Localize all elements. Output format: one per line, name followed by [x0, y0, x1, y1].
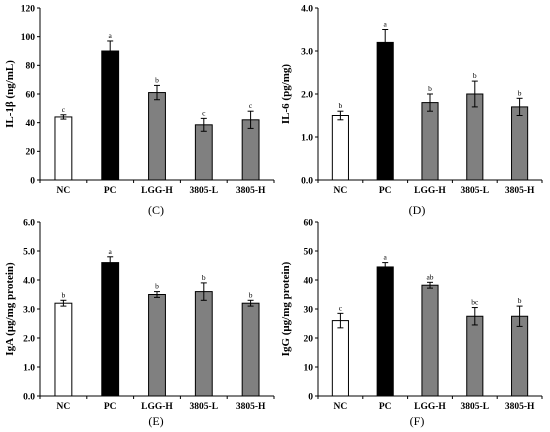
significance-letter: b [202, 273, 206, 282]
panel-label: (F) [410, 414, 425, 428]
significance-letter: b [62, 290, 66, 299]
x-category-label: 3805-L [461, 402, 490, 412]
y-tick-label: 5.0 [23, 247, 35, 257]
y-tick-label: 40 [26, 119, 36, 129]
x-category-label: 3805-L [190, 402, 219, 412]
x-category-label: NC [334, 402, 348, 412]
y-tick-label: 50 [304, 247, 314, 257]
bar-pc [376, 41, 394, 181]
y-axis-title: IgG (μg/mg protein) [280, 261, 292, 356]
x-category-label: PC [104, 402, 117, 412]
bar-nc [54, 116, 73, 181]
x-category-label: PC [379, 186, 392, 196]
y-tick-label: 20 [304, 334, 314, 344]
panel-label: (D) [409, 203, 426, 217]
significance-letter: a [109, 247, 113, 256]
x-category-label: NC [57, 186, 71, 196]
chart-panel-c: 0 20 40 60 80 100 120 c NC a PC b LGG-H c 3805-L c 3805-… [4, 4, 275, 217]
bar-nc [331, 115, 349, 181]
chart-panel-d: 0.0 1.0 2.0 3.0 4.0 b NC a PC b LGG-H b 3805-L b 3805-… [280, 4, 543, 217]
y-tick-label: 60 [26, 90, 36, 100]
y-axis-title: IgA (μg/mg protein) [4, 262, 16, 356]
bar-3805-h [241, 302, 260, 397]
bar-pc [101, 262, 120, 397]
y-tick-label: 2.0 [23, 334, 35, 344]
bar-pc [376, 266, 394, 397]
significance-letter: c [202, 108, 206, 117]
y-tick-label: 6.0 [23, 218, 35, 228]
y-tick-label: 0.0 [23, 392, 35, 402]
y-tick-label: 0 [308, 392, 313, 402]
x-category-label: 3805-H [236, 402, 266, 412]
x-category-label: LGG-H [414, 186, 446, 196]
significance-letter: b [428, 84, 432, 93]
x-category-label: LGG-H [414, 402, 446, 412]
significance-letter: b [518, 88, 522, 97]
bar-lgg-h [421, 284, 439, 397]
chart-panel-f: 0 10 20 30 40 50 60 c NC a PC ab LGG-H bc 3805-L b 3805-… [280, 218, 543, 428]
bar-3805-l [194, 291, 213, 397]
y-axis-title: IL-6 (pg/mg) [280, 64, 292, 125]
significance-letter: b [473, 71, 477, 80]
significance-letter: c [339, 303, 343, 312]
bar-3805-l [466, 315, 484, 397]
bar-nc [331, 320, 349, 397]
significance-letter: a [384, 253, 388, 262]
y-tick-label: 3.0 [301, 47, 313, 57]
y-tick-label: 1.0 [301, 133, 313, 143]
y-tick-label: 0 [30, 176, 35, 186]
panel-label: (E) [148, 414, 163, 428]
y-tick-label: 40 [304, 276, 314, 286]
significance-letter: a [384, 20, 388, 29]
bar-lgg-h [421, 102, 439, 181]
bar-pc [101, 50, 120, 181]
y-axis-title: IL-1β (ng/mL) [4, 60, 16, 128]
significance-letter: b [249, 290, 253, 299]
significance-letter: b [518, 296, 522, 305]
significance-letter: bc [471, 298, 479, 307]
significance-letter: b [155, 75, 159, 84]
x-category-label: PC [379, 402, 392, 412]
significance-letter: c [62, 105, 66, 114]
y-tick-label: 4.0 [301, 4, 313, 14]
significance-letter: b [339, 101, 343, 110]
x-category-label: NC [57, 402, 71, 412]
y-tick-label: 100 [21, 33, 36, 43]
y-tick-label: 120 [21, 4, 36, 14]
y-tick-label: 80 [26, 62, 36, 72]
bar-3805-h [511, 315, 529, 397]
significance-letter: c [249, 101, 253, 110]
y-tick-label: 10 [304, 363, 314, 373]
y-tick-label: 1.0 [23, 363, 35, 373]
y-tick-label: 2.0 [301, 90, 313, 100]
x-category-label: NC [334, 186, 348, 196]
y-tick-label: 30 [304, 305, 314, 315]
x-category-label: PC [104, 186, 117, 196]
significance-letter: a [109, 31, 113, 40]
y-tick-label: 3.0 [23, 305, 35, 315]
x-category-label: 3805-L [461, 186, 490, 196]
x-category-label: 3805-L [190, 186, 219, 196]
y-tick-label: 20 [26, 148, 36, 158]
bar-3805-l [194, 124, 213, 181]
x-category-label: LGG-H [141, 186, 173, 196]
y-tick-label: 4.0 [23, 276, 35, 286]
x-category-label: 3805-H [236, 186, 266, 196]
x-category-label: LGG-H [141, 402, 173, 412]
bar-lgg-h [148, 92, 166, 181]
chart-panel-e: 0.0 1.0 2.0 3.0 4.0 5.0 6.0 b NC a PC b LGG-H b 3805-L… [4, 218, 275, 428]
significance-letter: ab [426, 272, 433, 281]
significance-letter: b [155, 282, 159, 291]
bar-lgg-h [148, 294, 166, 397]
y-tick-label: 60 [304, 218, 314, 228]
x-category-label: 3805-H [505, 186, 535, 196]
bar-3805-h [511, 106, 529, 181]
bar-nc [54, 302, 73, 397]
panel-label: (C) [148, 203, 164, 217]
y-tick-label: 0.0 [301, 176, 313, 186]
x-category-label: 3805-H [505, 402, 535, 412]
